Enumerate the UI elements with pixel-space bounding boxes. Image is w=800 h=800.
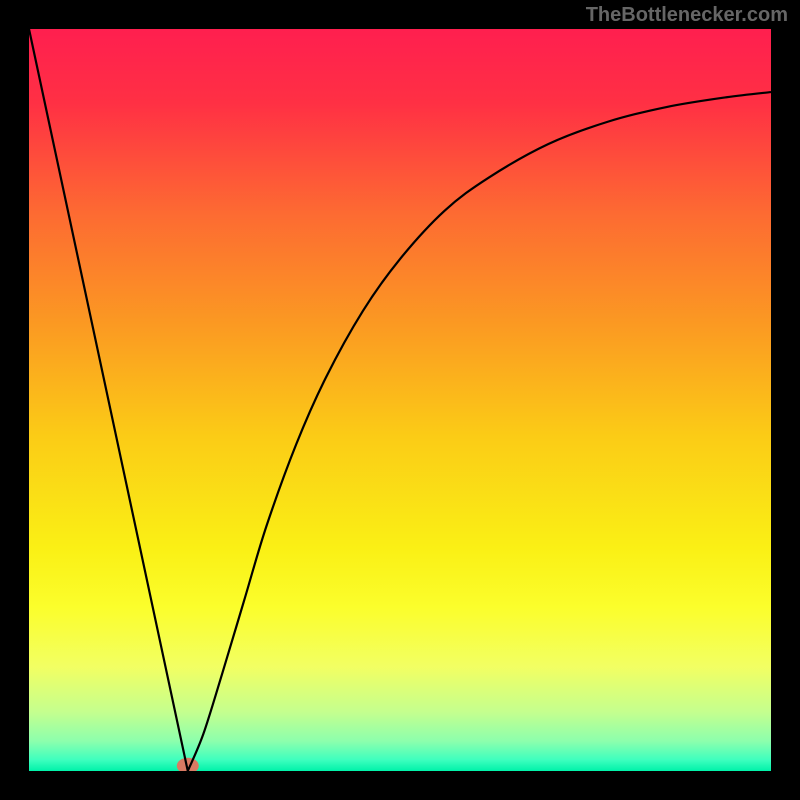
chart-plot-area [29,29,771,771]
watermark-text: TheBottlenecker.com [586,4,788,27]
chart-curve-path [29,29,771,771]
chart-curve [29,29,771,771]
